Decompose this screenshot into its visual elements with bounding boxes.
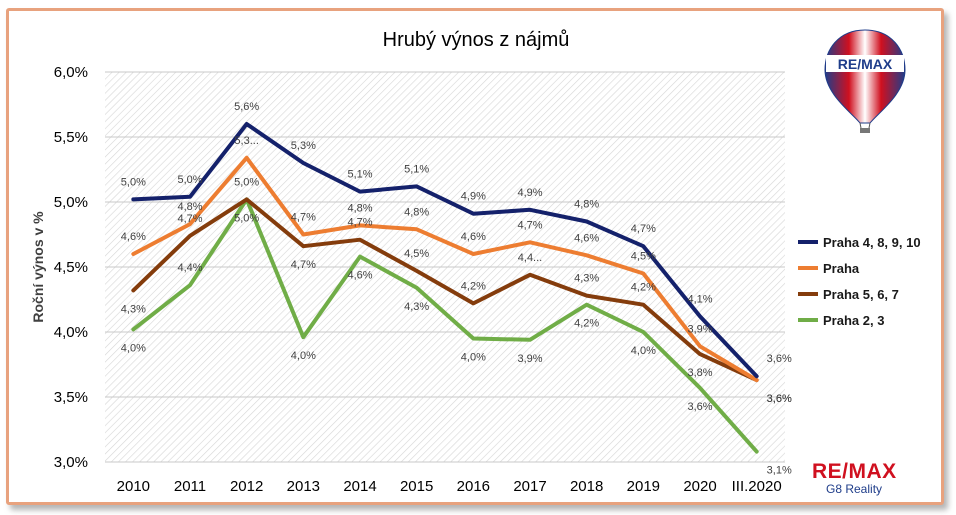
series-line-2: [131, 197, 759, 383]
x-tick-label: 2010: [117, 478, 150, 495]
data-label: 4,0%: [461, 352, 486, 364]
data-label: 4,7%: [291, 212, 316, 224]
x-tick-label: 2017: [513, 478, 546, 495]
remax-balloon-logo: RE/MAX: [824, 29, 906, 133]
data-label: 5,0%: [177, 174, 202, 186]
data-label: 3,6%: [767, 353, 792, 365]
data-label: 4,3%: [121, 303, 146, 315]
y-axis-ticks: 3,0% 3,5% 4,0% 4,5% 5,0% 5,5% 6,0%: [54, 64, 88, 471]
data-label: 3,8%: [687, 367, 712, 379]
y-axis-label: Roční výnos v %: [30, 211, 46, 323]
series-line-0: [131, 122, 759, 379]
x-tick-label: 2016: [457, 478, 490, 495]
legend-entry: Praha 4, 8, 9, 10: [823, 235, 921, 250]
x-tick-label: 2020: [683, 478, 716, 495]
data-label: 5,1%: [404, 163, 429, 175]
data-label: 4,9%: [461, 191, 486, 203]
data-label: 4,4...: [518, 252, 542, 264]
data-label: 4,6%: [347, 270, 372, 282]
data-label: 3,1%: [767, 465, 792, 477]
data-label: 5,3%: [291, 140, 316, 152]
data-label: 4,0%: [291, 350, 316, 362]
legend-entry: Praha 2, 3: [823, 313, 884, 328]
y-tick-label: 6,0%: [54, 64, 88, 81]
data-label: 4,4%: [177, 262, 202, 274]
x-axis-ticks: 2010 2011 2012 2013 2014 2015 2016 2017 2018 2019…: [117, 478, 782, 495]
chart-title: Hrubý výnos z nájmů: [383, 29, 570, 51]
data-label: 5,0%: [121, 176, 146, 188]
x-tick-label: 2019: [627, 478, 660, 495]
y-tick-label: 3,5%: [54, 389, 88, 406]
data-label: 4,6%: [461, 231, 486, 243]
data-label: 4,1%: [687, 293, 712, 305]
data-label: 4,7%: [631, 223, 656, 235]
y-tick-label: 5,0%: [54, 194, 88, 211]
data-label: 4,2%: [461, 280, 486, 292]
data-label: 4,3%: [404, 301, 429, 313]
data-label: 4,5%: [404, 248, 429, 260]
data-label: 4,5%: [631, 251, 656, 263]
data-label: 4,7%: [517, 219, 542, 231]
data-label: 5,3...: [234, 135, 258, 147]
brand-subtitle: G8 Reality: [826, 482, 883, 496]
data-label: 4,6%: [574, 232, 599, 244]
x-tick-label: 2015: [400, 478, 433, 495]
x-tick-label: 2013: [287, 478, 320, 495]
data-label: 3,6%: [767, 393, 792, 405]
data-label: 4,7%: [177, 213, 202, 225]
data-label: 5,1%: [347, 169, 372, 181]
x-tick-label: 2014: [343, 478, 376, 495]
data-label: 5,0%: [234, 176, 259, 188]
data-label: 4,8%: [404, 206, 429, 218]
y-tick-label: 5,5%: [54, 129, 88, 146]
series-line-3: [131, 197, 759, 454]
legend-entry: Praha: [823, 261, 860, 276]
data-label: 4,8%: [177, 201, 202, 213]
series-lines: [131, 122, 759, 454]
data-label: 3,6%: [767, 393, 792, 405]
legend-entry: Praha 5, 6, 7: [823, 287, 899, 302]
y-tick-label: 4,0%: [54, 324, 88, 341]
data-labels: 5,0% 5,0%5,6%5,3%5,1% 5,1%4,9% 4,9%4,8%4,7%…: [121, 101, 792, 477]
data-label: 4,2%: [631, 282, 656, 294]
series-line-1: [131, 155, 759, 383]
x-tick-label: III.2020: [732, 478, 782, 495]
y-tick-label: 4,5%: [54, 259, 88, 276]
data-label: 3,9%: [687, 323, 712, 335]
data-label: 4,8%: [574, 199, 599, 211]
data-label: 5,0%: [234, 212, 259, 224]
data-label: 4,7%: [291, 259, 316, 271]
data-label: 4,7%: [347, 217, 372, 229]
data-label: 4,8%: [347, 202, 372, 214]
data-label: 4,0%: [631, 345, 656, 357]
data-label: 3,9%: [517, 353, 542, 365]
y-tick-label: 3,0%: [54, 454, 88, 471]
legend: Praha 4, 8, 9, 10 Praha Praha 5, 6, 7 Praha…: [798, 235, 921, 328]
data-label: 4,2%: [574, 318, 599, 330]
data-label: 4,9%: [517, 187, 542, 199]
x-tick-label: 2012: [230, 478, 263, 495]
data-label: 4,6%: [121, 231, 146, 243]
data-label: 3,6%: [687, 401, 712, 413]
brand-logo-text: RE/MAX: [812, 460, 897, 483]
balloon-logo-text: RE/MAX: [838, 56, 893, 72]
data-label: 4,3%: [574, 273, 599, 285]
data-label: 5,6%: [234, 101, 259, 113]
x-tick-label: 2011: [174, 478, 206, 495]
data-label: 4,0%: [121, 342, 146, 354]
x-tick-label: 2018: [570, 478, 603, 495]
